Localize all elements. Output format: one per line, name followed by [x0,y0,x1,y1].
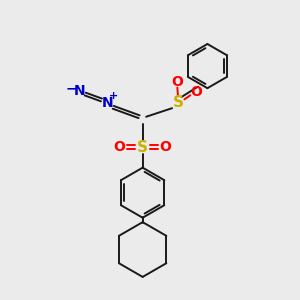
Text: O: O [171,75,183,89]
Text: S: S [172,95,184,110]
Text: O: O [190,85,202,99]
Text: O: O [114,140,126,154]
Text: +: + [109,92,119,101]
Text: S: S [137,140,148,154]
Text: N: N [74,84,85,98]
Text: N: N [101,96,113,110]
Text: −: − [65,81,77,95]
Text: O: O [160,140,172,154]
